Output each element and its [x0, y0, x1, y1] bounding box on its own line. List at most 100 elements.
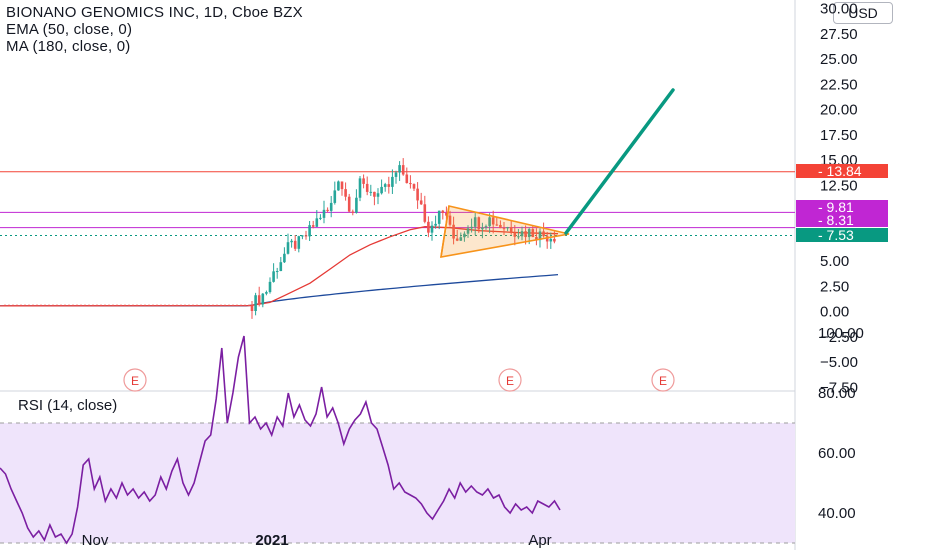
candle-body — [387, 184, 391, 187]
rsi-axis-tick: 60.00 — [818, 445, 856, 462]
candle-body — [376, 193, 380, 197]
candle-body — [297, 236, 301, 249]
ema-50-line — [0, 226, 559, 307]
candle-body — [427, 221, 430, 233]
candle-body — [369, 191, 373, 193]
price-axis-tick: 17.50 — [820, 127, 858, 144]
time-axis-tick: 2021 — [255, 532, 288, 549]
candle-body — [272, 271, 275, 282]
triangle-left-edge — [440, 205, 450, 258]
candle-body — [254, 295, 257, 311]
candle-body — [437, 210, 441, 224]
candle-body — [463, 233, 466, 238]
earnings-marker-label: E — [659, 374, 667, 388]
candle-body — [257, 295, 261, 305]
candle-body — [380, 186, 383, 194]
candle-body — [301, 235, 304, 237]
candle-body — [319, 217, 322, 219]
candle-body — [308, 225, 311, 237]
candle-body — [495, 224, 499, 226]
earnings-marker — [123, 368, 147, 392]
candle-body — [337, 181, 340, 191]
candle-body — [383, 184, 387, 187]
time-axis-tick: Nov — [82, 532, 109, 549]
candle-body — [434, 223, 437, 226]
candle-body — [517, 236, 520, 238]
candle-body — [358, 178, 362, 198]
candle-body — [304, 235, 308, 237]
candle-body — [524, 231, 527, 238]
candle-body — [333, 190, 337, 203]
price-axis-tick: 2.50 — [820, 278, 849, 295]
triangle-pattern — [440, 205, 570, 258]
candle-body — [419, 200, 423, 205]
candle-body — [391, 176, 394, 187]
candle-body — [290, 240, 293, 243]
price-axis-tick: 27.50 — [820, 26, 858, 43]
rsi-axis-tick: 100.00 — [818, 325, 864, 342]
candle-body — [430, 225, 434, 233]
candle-body — [452, 224, 455, 239]
candle-body — [311, 225, 315, 227]
candle-body — [362, 178, 365, 184]
price-label-text: - 7.53 — [818, 227, 854, 243]
candle-body — [405, 174, 409, 184]
candle-body — [279, 262, 283, 272]
price-axis-tick: 5.00 — [820, 253, 849, 270]
candle-body — [265, 292, 268, 294]
earnings-marker — [651, 368, 675, 392]
earnings-marker-label: E — [131, 374, 139, 388]
candle-body — [315, 218, 319, 227]
candle-body — [355, 197, 358, 213]
candle-body — [293, 240, 297, 249]
price-axis-tick: 22.50 — [820, 76, 858, 93]
candle-body — [445, 212, 448, 216]
candle-body — [322, 209, 326, 218]
chart-title: BIONANO GENOMICS INC, 1D, Cboe BZX — [6, 4, 303, 21]
rsi-line — [0, 335, 561, 545]
candle-body — [261, 293, 265, 305]
candle-body — [365, 183, 369, 192]
ma-legend: MA (180, close, 0) — [6, 38, 131, 55]
currency-button[interactable]: USD — [833, 2, 893, 24]
candle-body — [398, 165, 401, 173]
breakout-arrow — [564, 88, 675, 235]
candle-body — [412, 184, 416, 189]
candle-body — [250, 305, 254, 311]
candle-body — [401, 165, 405, 175]
price-axis-tick: −7.50 — [820, 379, 858, 396]
candle-body — [344, 189, 347, 197]
candle-body — [470, 226, 473, 229]
candle-body — [409, 183, 412, 185]
price-axis-tick: 25.00 — [820, 51, 858, 68]
candle-body — [531, 229, 535, 238]
price-axis-tick: 0.00 — [820, 304, 849, 321]
candle-body — [481, 227, 484, 230]
candle-body — [509, 227, 513, 233]
candle-body — [455, 238, 459, 241]
candle-body — [499, 224, 502, 229]
candle-body — [347, 196, 351, 212]
candle-body — [329, 202, 333, 211]
price-axis-tick: −5.00 — [820, 354, 858, 371]
candle-body — [351, 211, 355, 213]
rsi-axis-tick: 40.00 — [818, 505, 856, 522]
earnings-marker — [498, 368, 522, 392]
earnings-marker-label: E — [506, 374, 514, 388]
ema-legend: EMA (50, close, 0) — [6, 21, 133, 38]
candle-body — [477, 217, 481, 230]
candle-body — [513, 232, 517, 237]
candle-body — [545, 236, 549, 242]
price-axis-tick: 20.00 — [820, 102, 858, 119]
ma-180-line — [0, 273, 559, 307]
candle-body — [373, 191, 376, 197]
candle-body — [506, 227, 509, 229]
candle-body — [549, 238, 553, 242]
candle-body — [520, 231, 524, 237]
candle-body — [473, 217, 477, 227]
candle-body — [542, 231, 545, 237]
price-axis-tick: 30.00 — [820, 1, 858, 18]
candle-body — [491, 217, 495, 225]
candle-body — [527, 229, 531, 238]
